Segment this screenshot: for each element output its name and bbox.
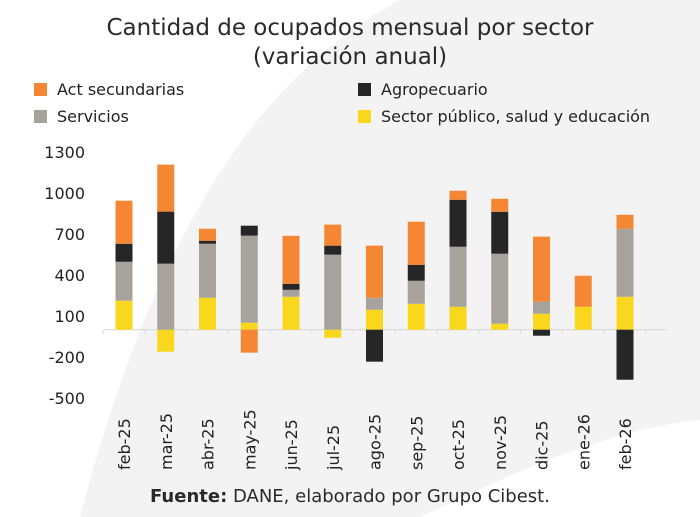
bar-segment bbox=[366, 329, 383, 362]
x-tick-label: jun-25 bbox=[282, 419, 301, 471]
bar-segment bbox=[407, 303, 425, 330]
legend-item-sector-publico: Sector público, salud y educación bbox=[358, 107, 650, 126]
bar-segment bbox=[407, 221, 425, 265]
x-tick-label: sep-25 bbox=[407, 416, 426, 470]
legend-label: Agropecuario bbox=[381, 80, 488, 99]
bar-segment bbox=[449, 246, 467, 307]
bar-segment bbox=[115, 243, 133, 262]
legend-item-servicios: Servicios bbox=[34, 107, 129, 126]
source-note: Fuente: DANE, elaborado por Grupo Cibest… bbox=[0, 486, 700, 507]
bar-segment bbox=[115, 300, 133, 330]
bar-segment bbox=[449, 306, 467, 330]
legend-swatch bbox=[34, 83, 47, 96]
legend-label: Servicios bbox=[57, 107, 129, 126]
bar-segment bbox=[324, 224, 342, 246]
bar-segment bbox=[157, 164, 175, 212]
source-label: Fuente: bbox=[150, 486, 228, 507]
chart-subtitle: (variación anual) bbox=[252, 44, 448, 70]
y-tick-label: -500 bbox=[49, 389, 85, 408]
bar-segment bbox=[282, 283, 300, 290]
x-tick-label: abr-25 bbox=[199, 418, 218, 470]
bar-segment bbox=[407, 264, 425, 281]
bar-segment bbox=[491, 253, 509, 324]
bar-segment bbox=[324, 329, 342, 338]
y-tick-label: 400 bbox=[54, 266, 85, 285]
y-tick-label: 1000 bbox=[44, 184, 85, 203]
bar-segment bbox=[616, 228, 634, 297]
bar-segment bbox=[157, 329, 175, 352]
x-tick-label: mar-25 bbox=[157, 413, 176, 470]
bar-segment bbox=[366, 297, 383, 310]
bar-segment bbox=[616, 329, 634, 380]
y-tick-label: 100 bbox=[54, 307, 85, 326]
bar-segment bbox=[282, 296, 300, 330]
y-tick-label: 700 bbox=[54, 225, 85, 244]
bar-segment bbox=[491, 323, 509, 330]
bar-segment bbox=[533, 313, 550, 330]
y-tick-label: -200 bbox=[49, 348, 85, 367]
bar-segment bbox=[491, 198, 509, 212]
bar-segment bbox=[324, 245, 342, 255]
legend-swatch bbox=[358, 110, 371, 123]
legend-swatch bbox=[34, 110, 47, 123]
x-tick-label: jul-25 bbox=[324, 425, 343, 471]
x-tick-label: feb-26 bbox=[616, 418, 635, 470]
bar-segment bbox=[240, 225, 258, 236]
bar-segment bbox=[616, 214, 634, 229]
bar-segment bbox=[533, 301, 550, 314]
legend-item-act-secundarias: Act secundarias bbox=[34, 80, 184, 99]
bar-segment bbox=[240, 329, 258, 353]
bar-segment bbox=[491, 211, 509, 254]
bar-segment bbox=[574, 275, 592, 307]
bar-segment bbox=[533, 329, 550, 336]
bar-segment bbox=[533, 236, 550, 302]
bar-segment bbox=[282, 235, 300, 284]
bar-segment bbox=[324, 254, 342, 330]
legend-label: Act secundarias bbox=[57, 80, 185, 99]
x-tick-label: ago-25 bbox=[366, 414, 385, 470]
bar-segment bbox=[199, 297, 216, 330]
y-tick-label: 1300 bbox=[44, 143, 85, 162]
chart-title: Cantidad de ocupados mensual por sector bbox=[106, 15, 594, 41]
bar-segment bbox=[199, 243, 216, 298]
bar-segment bbox=[199, 240, 216, 244]
source-text: DANE, elaborado por Grupo Cibest. bbox=[227, 486, 550, 507]
bar-segment bbox=[282, 289, 300, 297]
x-tick-label: nov-25 bbox=[491, 415, 510, 470]
bar-segment bbox=[240, 322, 258, 330]
bar-segment bbox=[449, 199, 467, 247]
bar-segment bbox=[199, 228, 216, 241]
x-tick-label: dic-25 bbox=[533, 420, 552, 470]
bar-segment bbox=[366, 245, 383, 298]
bar-segment bbox=[366, 309, 383, 330]
legend-swatch bbox=[358, 83, 371, 96]
legend-item-agropecuario: Agropecuario bbox=[358, 80, 488, 99]
bar-segment bbox=[157, 263, 175, 330]
bar-segment bbox=[449, 190, 467, 200]
bar-segment bbox=[616, 296, 634, 330]
x-tick-label: oct-25 bbox=[449, 419, 468, 470]
x-tick-label: feb-25 bbox=[115, 418, 134, 470]
bar-segment bbox=[574, 306, 592, 330]
bar-segment bbox=[407, 280, 425, 304]
bar-segment bbox=[115, 200, 133, 244]
legend-label: Sector público, salud y educación bbox=[381, 107, 651, 126]
bar-segment bbox=[115, 261, 133, 301]
x-tick-label: may-25 bbox=[240, 409, 259, 470]
x-tick-label: ene-26 bbox=[574, 414, 593, 470]
bar-segment bbox=[157, 211, 175, 264]
bar-segment bbox=[240, 235, 258, 323]
